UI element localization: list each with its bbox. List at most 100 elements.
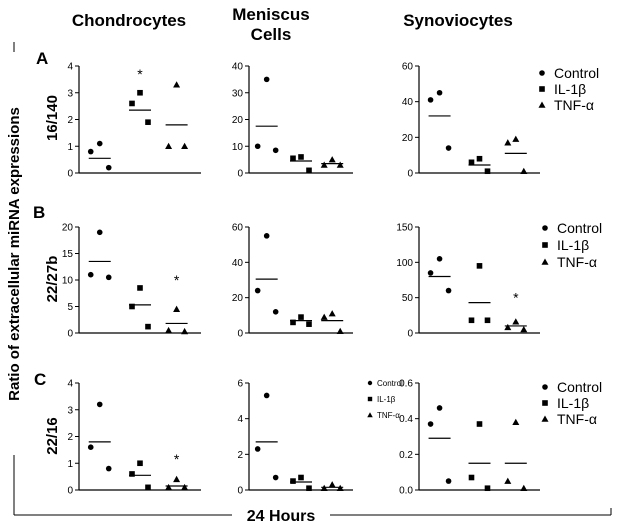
y-tick-label: 10: [232, 142, 244, 153]
y-tick-label: 0: [237, 486, 243, 497]
point-il1b: [290, 478, 296, 484]
y-tick-label: 4: [67, 379, 73, 390]
significance-star: *: [174, 451, 180, 467]
y-tick-label: 20: [62, 223, 74, 234]
y-tick-label: 0.2: [399, 450, 413, 461]
panel-r1-c2: 0 50 100 150 *: [396, 223, 540, 340]
point-control: [272, 474, 279, 481]
panel-r0-c2: 0 20 40 60: [402, 62, 540, 180]
point-tnfa: [173, 475, 181, 483]
legend-marker-control: [539, 70, 545, 76]
point-control: [96, 401, 103, 408]
y-tick-label: 40: [232, 62, 244, 73]
point-control: [427, 97, 434, 103]
point-control: [445, 145, 452, 151]
legend-marker-il1b: [542, 400, 548, 406]
x-axis-label: 24 Hours: [247, 508, 316, 525]
point-il1b: [468, 159, 475, 166]
point-il1b: [298, 474, 304, 481]
point-control: [87, 271, 94, 278]
point-control: [436, 255, 443, 262]
point-tnfa: [173, 305, 181, 312]
point-il1b: [298, 154, 304, 160]
point-tnfa: [328, 481, 336, 488]
y-tick-label: 100: [396, 258, 413, 269]
point-il1b: [468, 474, 475, 481]
point-tnfa: [320, 313, 328, 320]
point-control: [427, 270, 434, 276]
y-tick-label: 0: [237, 329, 243, 340]
point-il1b: [484, 485, 491, 492]
point-control: [272, 147, 279, 154]
point-control: [436, 89, 443, 96]
point-tnfa: [512, 418, 520, 426]
y-tick-label: 50: [402, 293, 414, 304]
y-tick-label: 6: [237, 379, 243, 390]
legend-label-control: Control: [557, 220, 602, 236]
point-il1b: [306, 485, 312, 492]
point-tnfa: [181, 327, 189, 335]
point-il1b: [484, 317, 491, 324]
legend-label-control: Control: [554, 65, 599, 81]
y-tick-label: 40: [232, 258, 244, 269]
point-tnfa: [328, 310, 336, 317]
point-control: [272, 309, 279, 315]
point-control: [96, 140, 103, 147]
legend-label-tnfa: TNF-α: [554, 97, 594, 113]
point-il1b: [290, 155, 296, 162]
y-tick-label: 5: [67, 302, 73, 313]
point-control: [105, 164, 112, 171]
point-il1b: [129, 100, 135, 107]
legend-marker-control: [542, 384, 548, 390]
point-tnfa: [504, 477, 512, 484]
point-tnfa: [181, 483, 189, 491]
point-control: [445, 478, 452, 484]
point-control: [87, 444, 94, 451]
panel-r0-c0: 0 1 2 3 4 *: [67, 62, 201, 180]
panel-r2-c2: 0.0 0.2 0.4 0.6: [399, 379, 540, 497]
legend-marker-tnfa: [367, 412, 373, 418]
point-control: [263, 392, 270, 399]
y-tick-label: 2: [67, 432, 73, 443]
y-tick-label: 60: [402, 62, 414, 73]
y-tick-label: 0.0: [399, 486, 413, 497]
row-letter-a: A: [36, 49, 48, 68]
y-tick-label: 3: [67, 405, 73, 416]
point-il1b: [298, 314, 304, 320]
row-label-22-27b: 22/27b: [44, 256, 61, 303]
column-title-meniscus-line1: Meniscus: [232, 5, 309, 24]
legend-label-il1b: IL-1β: [377, 395, 396, 404]
point-il1b: [306, 321, 312, 327]
legend-label-control: Control: [557, 379, 602, 395]
y-tick-label: 0: [407, 329, 413, 340]
point-il1b: [468, 317, 475, 324]
column-title-chondrocytes: Chondrocytes: [72, 11, 186, 30]
point-il1b: [145, 484, 151, 491]
y-tick-label: 2: [67, 115, 73, 126]
y-tick-label: 10: [62, 276, 74, 287]
y-tick-label: 0.6: [399, 379, 413, 390]
legend-marker-tnfa: [541, 415, 549, 422]
y-tick-label: 150: [396, 223, 413, 234]
point-tnfa: [165, 326, 173, 334]
y-tick-label: 0: [67, 486, 73, 497]
y-tick-label: 20: [232, 115, 244, 126]
y-tick-label: 30: [232, 88, 244, 99]
point-tnfa: [520, 167, 528, 175]
point-control: [263, 233, 270, 239]
legend-marker-control: [367, 380, 373, 386]
point-control: [427, 421, 434, 427]
y-tick-label: 1: [67, 142, 73, 153]
point-il1b: [476, 263, 483, 269]
point-tnfa: [336, 161, 344, 168]
point-control: [254, 287, 261, 294]
y-tick-label: 0: [67, 169, 73, 180]
y-tick-label: 20: [402, 133, 414, 144]
point-il1b: [137, 460, 143, 467]
point-control: [254, 446, 261, 452]
point-il1b: [306, 167, 312, 174]
y-tick-label: 0: [237, 169, 243, 180]
